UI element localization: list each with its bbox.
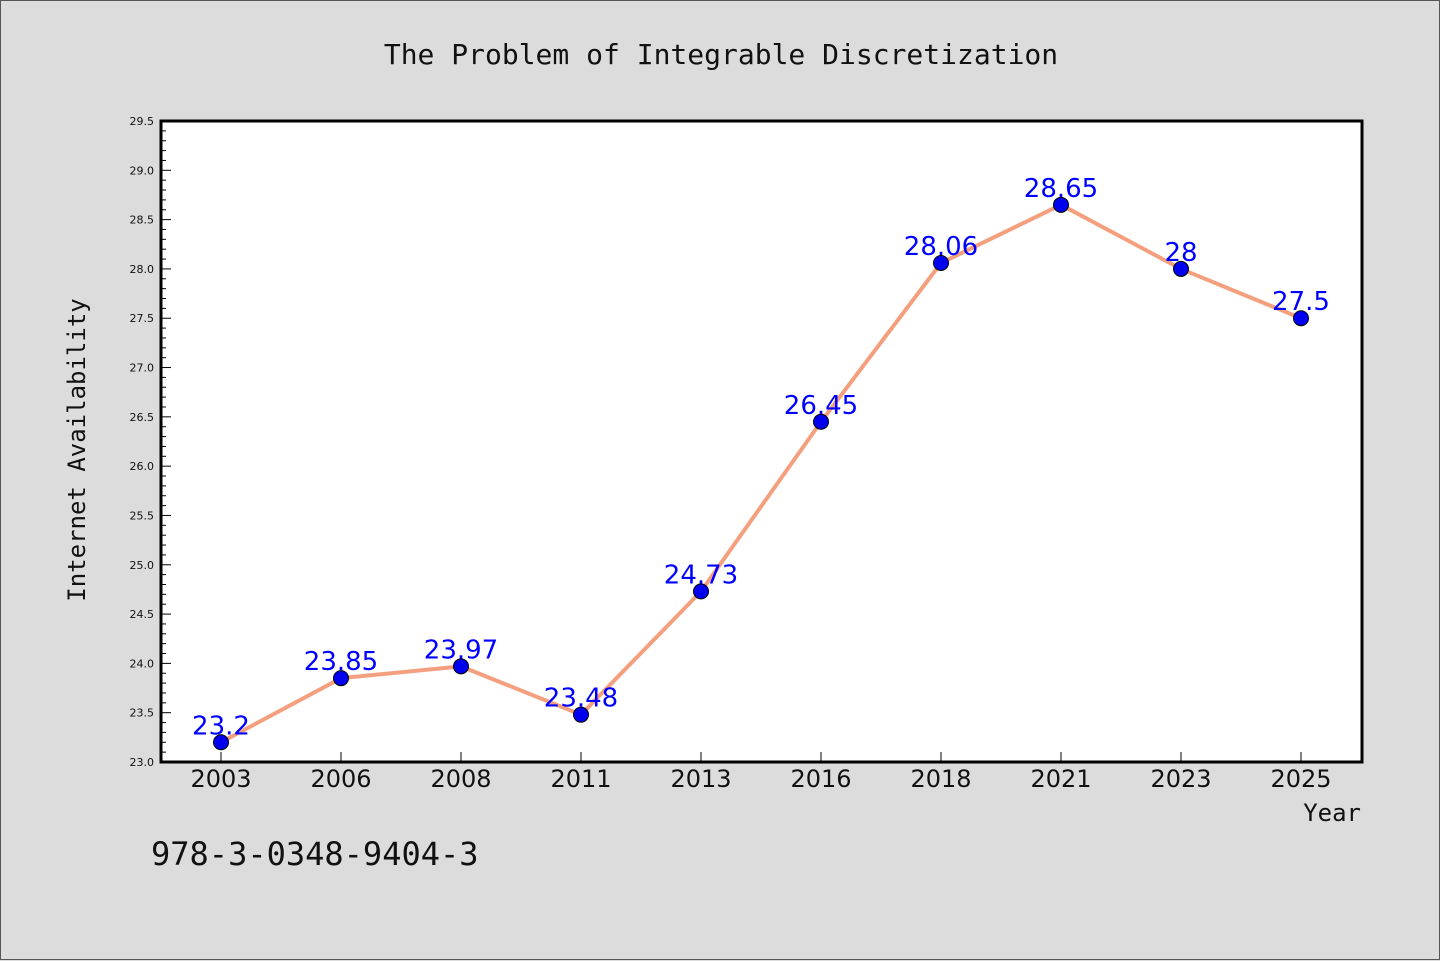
chart-title: The Problem of Integrable Discretization [384,38,1058,71]
x-tick-label: 2025 [1270,765,1331,793]
y-tick-label: 23.0 [130,756,155,769]
series-line-group [213,196,1309,751]
data-point-marker [933,255,949,272]
x-tick-label: 2013 [670,765,731,793]
y-tick-label: 29.5 [130,115,155,128]
y-tick-label: 29.0 [130,164,155,177]
data-label: 23.2 [192,711,250,741]
y-axis: 23.0 23.5 24.0 24.5 25.0 25.5 26.0 26.5 27.0 27.5… [130,115,171,769]
data-point-marker [573,706,589,723]
x-tick-label: 2023 [1150,765,1211,793]
y-tick-label: 23.5 [130,707,155,720]
x-tick-label: 2021 [1030,765,1091,793]
data-label: 23.85 [304,647,378,677]
x-tick-label: 2008 [430,765,491,793]
data-label: 28 [1164,238,1197,268]
y-axis-label: Internet Availability [63,298,91,601]
data-point-marker [1293,310,1309,327]
x-tick-label: 2003 [190,765,251,793]
data-point-marker [813,413,829,430]
data-point-marker [1173,260,1189,277]
series-line [220,202,1302,745]
data-label: 23.48 [544,684,618,714]
data-label: 28.65 [1024,174,1098,204]
data-label: 26.45 [784,391,858,421]
y-tick-label: 26.0 [130,460,155,473]
x-axis: 2003 2006 2008 2011 2013 2016 2018 2021 2023 2025 [190,752,1332,793]
y-tick-label: 28.5 [130,214,155,227]
data-point-marker [693,583,709,600]
y-tick-label: 27.0 [130,362,155,375]
isbn-text: 978-3-0348-9404-3 [151,835,479,873]
data-label: 24.73 [664,560,738,590]
y-tick-label: 25.5 [130,509,155,522]
data-label-group: 23.2 23.85 23.97 23.48 24.73 26.45 28.06 28.65 2… [192,174,1330,741]
x-axis-label: Year [1303,799,1361,827]
x-tick-label: 2018 [910,765,971,793]
y-tick-label: 24.5 [130,608,155,621]
data-point-marker [213,734,229,751]
x-tick-label: 2016 [790,765,851,793]
plot-area [159,119,1364,764]
y-tick-label: 28.0 [130,263,155,276]
data-label: 27.5 [1272,287,1330,317]
data-label: 23.97 [424,635,498,665]
y-tick-label: 27.5 [130,312,155,325]
x-tick-label: 2006 [310,765,371,793]
y-tick-label: 26.5 [130,411,155,424]
x-tick-label: 2011 [550,765,611,793]
y-tick-label: 24.0 [130,657,155,670]
y-tick-label: 25.0 [130,559,155,572]
data-point-marker [333,670,349,687]
data-point-marker [453,658,469,675]
data-label: 28.06 [904,232,978,262]
data-point-marker [1053,196,1069,213]
